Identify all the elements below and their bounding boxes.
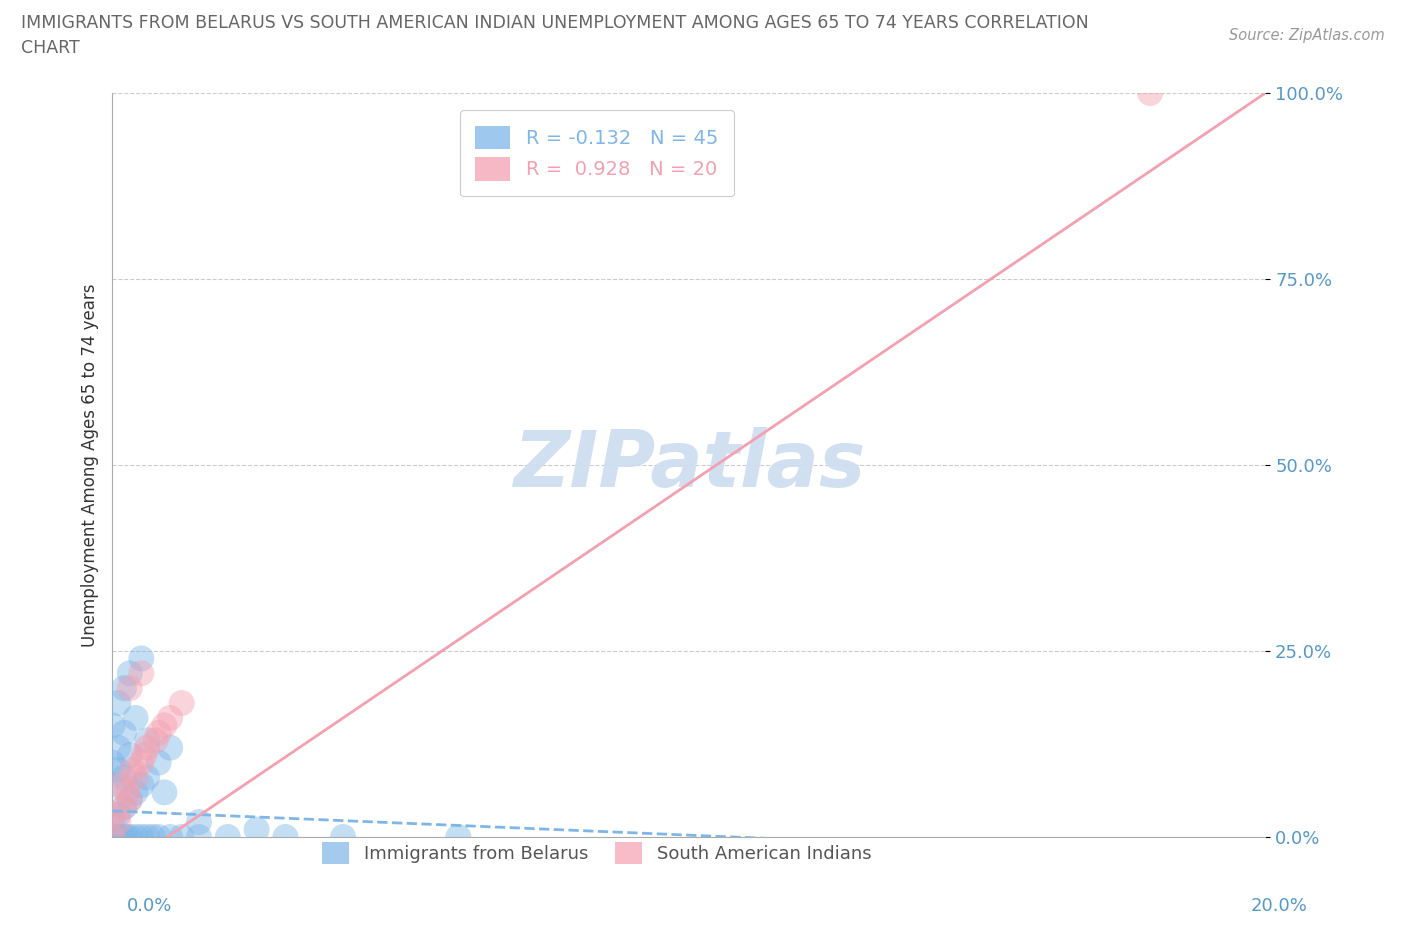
Point <box>1139 86 1161 100</box>
Point <box>136 733 159 748</box>
Point <box>142 830 165 844</box>
Point <box>153 718 176 733</box>
Point <box>124 770 146 785</box>
Point <box>332 830 354 844</box>
Point <box>112 800 135 815</box>
Point <box>101 830 124 844</box>
Point <box>107 830 129 844</box>
Point <box>101 815 124 830</box>
Point <box>112 725 135 740</box>
Point <box>118 830 141 844</box>
Point <box>101 830 124 844</box>
Point <box>129 830 153 844</box>
Point <box>124 830 146 844</box>
Point <box>188 815 211 830</box>
Point <box>101 755 124 770</box>
Point <box>159 711 181 725</box>
Point <box>170 696 193 711</box>
Point <box>104 830 127 844</box>
Point <box>217 830 239 844</box>
Point <box>170 830 193 844</box>
Point <box>129 651 153 666</box>
Point <box>107 763 129 777</box>
Point <box>124 711 146 725</box>
Text: 20.0%: 20.0% <box>1251 897 1308 915</box>
Point <box>118 681 141 696</box>
Point <box>274 830 297 844</box>
Point <box>118 792 141 807</box>
Text: IMMIGRANTS FROM BELARUS VS SOUTH AMERICAN INDIAN UNEMPLOYMENT AMONG AGES 65 TO 7: IMMIGRANTS FROM BELARUS VS SOUTH AMERICA… <box>21 14 1088 32</box>
Point <box>112 681 135 696</box>
Y-axis label: Unemployment Among Ages 65 to 74 years: Unemployment Among Ages 65 to 74 years <box>80 284 98 646</box>
Text: Source: ZipAtlas.com: Source: ZipAtlas.com <box>1229 28 1385 43</box>
Point <box>118 748 141 763</box>
Text: ZIPatlas: ZIPatlas <box>513 427 865 503</box>
Point <box>129 755 153 770</box>
Point <box>121 763 143 777</box>
Point <box>101 718 124 733</box>
Text: 0.0%: 0.0% <box>127 897 172 915</box>
Point <box>148 755 170 770</box>
Point <box>118 666 141 681</box>
Point <box>112 800 135 815</box>
Point <box>145 733 167 748</box>
Text: CHART: CHART <box>21 39 80 57</box>
Point <box>129 777 153 792</box>
Point <box>136 740 159 755</box>
Point <box>148 830 170 844</box>
Point <box>136 830 159 844</box>
Point <box>246 822 269 837</box>
Point <box>110 777 132 792</box>
Point <box>115 830 138 844</box>
Point <box>115 785 138 800</box>
Point <box>107 815 129 830</box>
Point <box>101 777 124 792</box>
Point <box>107 696 129 711</box>
Point <box>118 792 141 807</box>
Point <box>101 807 124 822</box>
Point <box>148 725 170 740</box>
Point <box>447 830 470 844</box>
Point <box>107 740 129 755</box>
Point <box>107 807 129 822</box>
Point <box>112 770 135 785</box>
Point <box>112 830 135 844</box>
Point <box>124 785 146 800</box>
Point <box>134 748 156 763</box>
Point <box>129 666 153 681</box>
Point <box>188 830 211 844</box>
Point <box>159 830 181 844</box>
Point <box>159 740 181 755</box>
Point <box>153 785 176 800</box>
Legend: Immigrants from Belarus, South American Indians: Immigrants from Belarus, South American … <box>314 832 880 872</box>
Point <box>110 830 132 844</box>
Point <box>136 770 159 785</box>
